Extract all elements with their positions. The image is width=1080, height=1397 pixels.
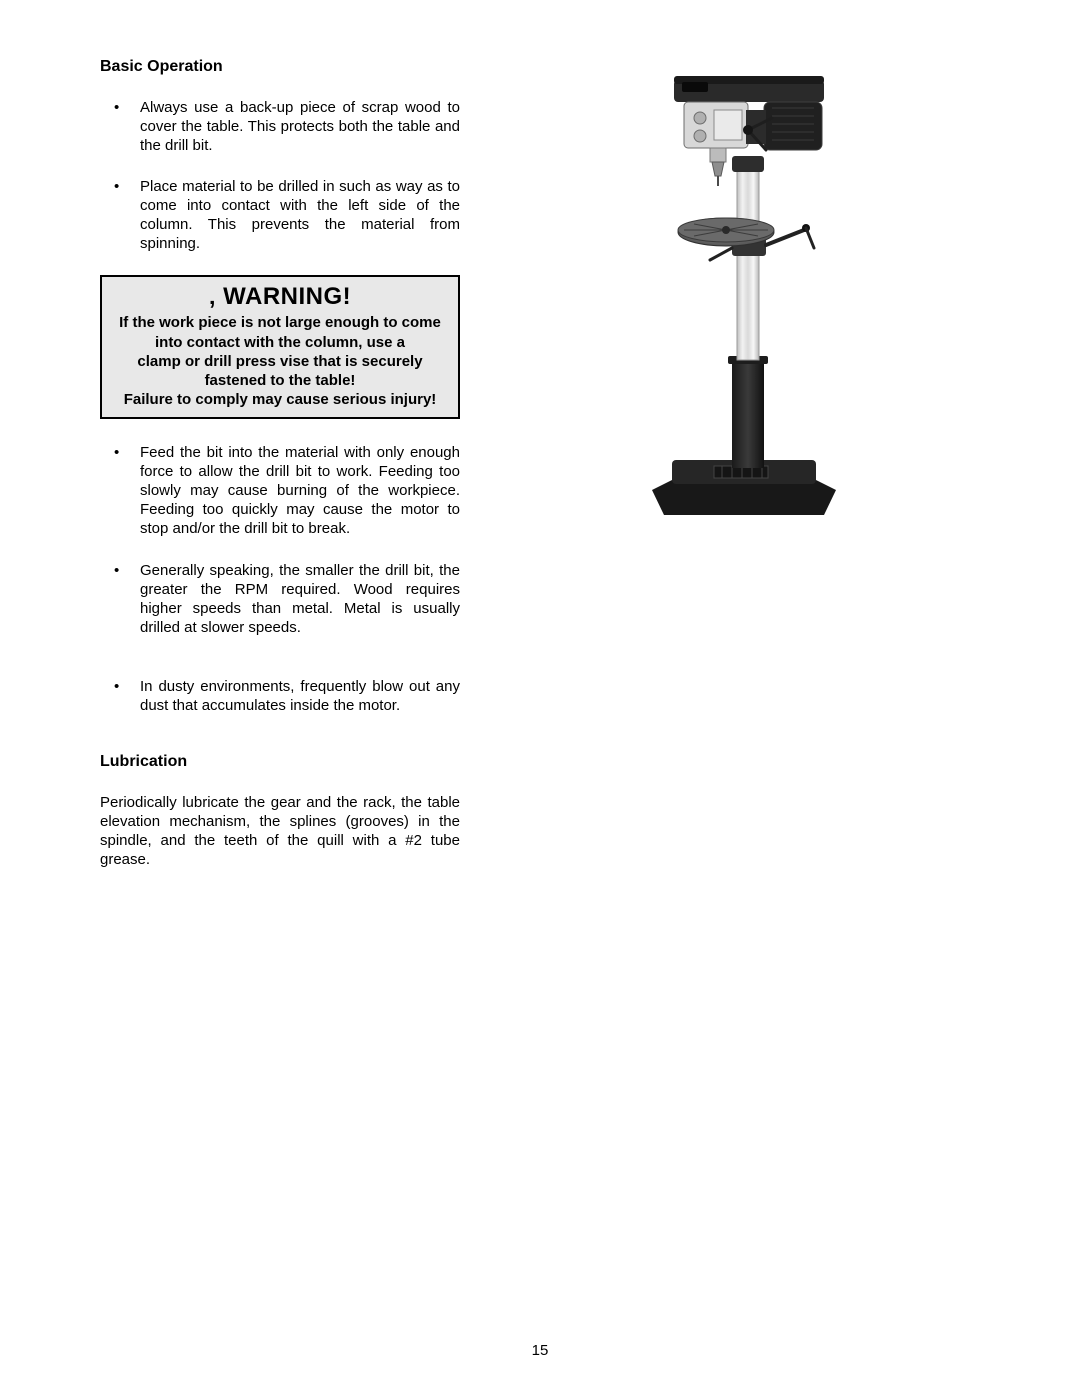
warning-line: Failure to comply may cause serious inju… (124, 391, 437, 408)
bullets-after-warning: Feed the bit into the material with only… (100, 443, 460, 715)
warning-line: If the work piece is not large enough to… (119, 314, 441, 331)
list-item: Generally speaking, the smaller the dril… (100, 561, 460, 637)
warning-line: clamp or drill press vise that is secure… (137, 353, 422, 370)
right-column (508, 58, 980, 869)
lubrication-heading: Lubrication (100, 753, 460, 771)
basic-operation-heading: Basic Operation (100, 58, 460, 76)
drill-press-icon (614, 60, 874, 530)
list-item: Always use a back-up piece of scrap wood… (100, 98, 460, 155)
warning-body: If the work piece is not large enough to… (108, 313, 452, 409)
bullets-before-warning: Always use a back-up piece of scrap wood… (100, 98, 460, 253)
page-number: 15 (0, 1342, 1080, 1359)
drill-press-illustration (614, 60, 874, 530)
warning-line: into contact with the column, use a (155, 334, 405, 351)
lubrication-paragraph: Periodically lubricate the gear and the … (100, 793, 460, 869)
list-item: Place material to be drilled in such as … (100, 177, 460, 253)
manual-page: Basic Operation Always use a back-up pie… (0, 0, 1080, 1397)
warning-title: ‚ WARNING! (108, 283, 452, 311)
warning-box: ‚ WARNING! If the work piece is not larg… (100, 275, 460, 419)
list-item: Feed the bit into the material with only… (100, 443, 460, 538)
left-column: Basic Operation Always use a back-up pie… (100, 58, 460, 869)
warning-line: fastened to the table! (205, 372, 356, 389)
two-column-layout: Basic Operation Always use a back-up pie… (100, 58, 980, 869)
list-item: In dusty environments, frequently blow o… (100, 677, 460, 715)
